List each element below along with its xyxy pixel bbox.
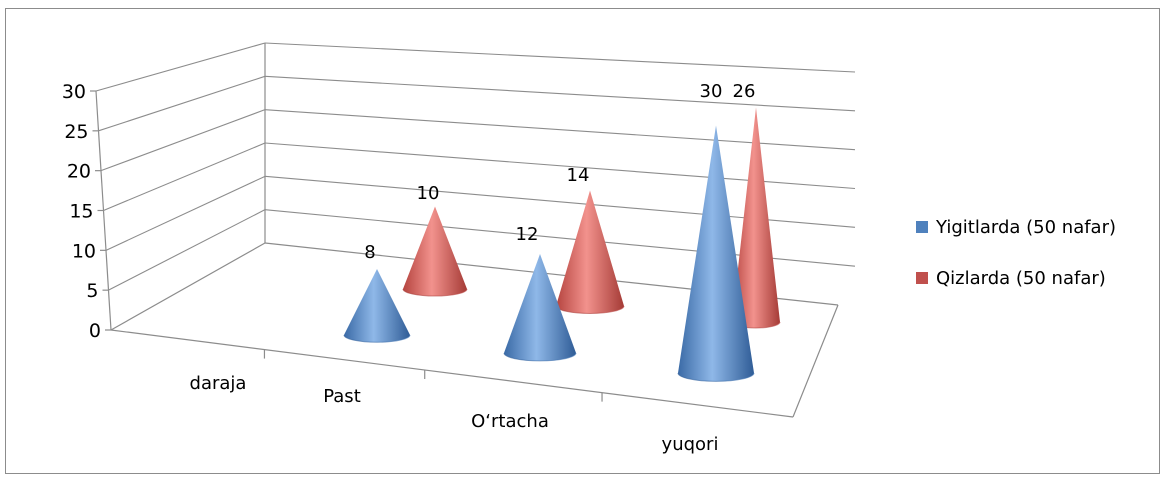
gridline-side — [105, 175, 266, 251]
gridline-side — [103, 142, 266, 212]
x-category-label: Past — [323, 386, 361, 407]
data-labels: 8 12 30 10 14 26 — [364, 81, 755, 263]
y-tick-label: 0 — [89, 320, 101, 342]
x-axis-line — [110, 329, 794, 418]
gridline-side — [95, 42, 266, 92]
y-tick-label: 25 — [64, 121, 88, 143]
cone-yigitlarda — [677, 125, 755, 382]
cone-marks — [343, 107, 781, 382]
gridline-back — [264, 142, 856, 190]
cone-body — [678, 125, 754, 382]
x-category-label: yuqori — [662, 434, 719, 455]
legend-label: Yigitlarda (50 nafar) — [935, 217, 1116, 238]
y-tick-label: 30 — [62, 81, 86, 103]
cone-yigitlarda — [503, 254, 577, 362]
cone-base-edge — [402, 288, 468, 297]
legend: Yigitlarda (50 nafar) Qizlarda (50 nafar) — [916, 217, 1116, 289]
x-category-label: daraja — [190, 373, 247, 394]
floor-right-edge — [792, 304, 839, 418]
y-tick-label: 10 — [72, 240, 96, 262]
cone-body — [344, 269, 410, 343]
x-category-label: O‘rtacha — [471, 411, 549, 432]
y-axis-ticks: 0 5 10 15 20 25 30 — [62, 81, 111, 342]
cone-qizlarda — [555, 190, 625, 314]
cone-body — [403, 206, 467, 297]
gridline-side — [108, 209, 266, 291]
gridline-side — [98, 75, 266, 132]
gridline-back — [264, 42, 856, 73]
data-label: 8 — [364, 242, 375, 263]
cone-qizlarda — [402, 206, 468, 297]
data-label: 10 — [417, 183, 440, 204]
cone-base-edge — [343, 334, 411, 343]
cone-yigitlarda — [343, 269, 411, 343]
gridline-back — [264, 109, 856, 151]
data-label: 14 — [567, 165, 590, 186]
cone-base-edge — [677, 372, 755, 382]
data-label: 30 — [700, 81, 723, 102]
y-tick-label: 15 — [69, 201, 93, 223]
cone-body — [556, 190, 624, 314]
floor-side-edge — [110, 242, 266, 331]
legend-swatch — [916, 221, 928, 233]
cone-base-edge — [503, 352, 577, 362]
data-label: 12 — [516, 224, 539, 245]
legend-label: Qizlarda (50 nafar) — [936, 268, 1106, 289]
cone-body — [504, 254, 576, 361]
cone-body — [732, 107, 780, 328]
gridline-side — [100, 109, 266, 172]
y-tick-label: 5 — [86, 280, 98, 302]
y-tick-label: 20 — [67, 161, 91, 183]
x-axis-ticks: daraja Past O‘rtacha yuqori — [190, 349, 719, 455]
data-label: 26 — [733, 81, 756, 102]
gridline-back — [264, 75, 856, 112]
legend-swatch — [916, 272, 928, 284]
